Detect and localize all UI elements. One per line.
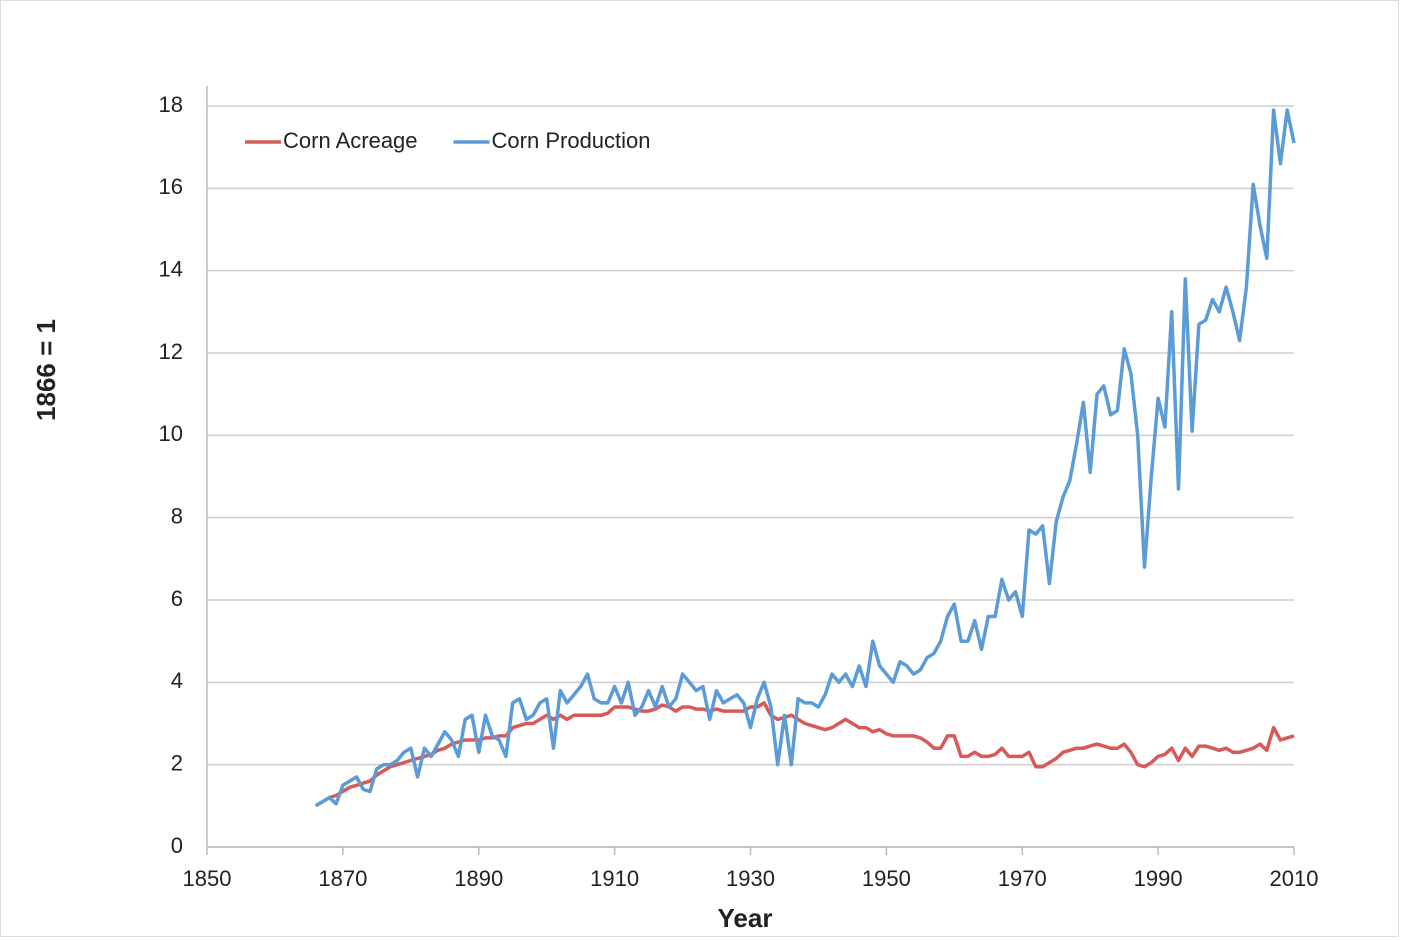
y-tick-label: 4 xyxy=(171,668,183,693)
series-line xyxy=(314,108,1296,808)
y-tick-label: 16 xyxy=(159,174,183,199)
x-tick-label: 1890 xyxy=(454,866,503,891)
legend-label: Corn Acreage xyxy=(283,128,418,153)
x-tick-label: 1950 xyxy=(862,866,911,891)
y-axis-label: 1866 = 1 xyxy=(31,319,61,421)
x-tick-label: 1910 xyxy=(590,866,639,891)
x-tick-label: 2010 xyxy=(1270,866,1319,891)
x-tick-label: 1990 xyxy=(1134,866,1183,891)
y-tick-label: 12 xyxy=(159,339,183,364)
x-tick-label: 1930 xyxy=(726,866,775,891)
series-line xyxy=(314,701,1295,808)
y-tick-label: 18 xyxy=(159,92,183,117)
x-tick-label: 1850 xyxy=(183,866,232,891)
y-tick-label: 14 xyxy=(159,256,183,281)
y-tick-label: 8 xyxy=(171,503,183,528)
x-tick-label: 1970 xyxy=(998,866,1047,891)
y-tick-label: 2 xyxy=(171,750,183,775)
y-tick-label: 0 xyxy=(171,833,183,858)
x-tick-label: 1870 xyxy=(318,866,367,891)
x-axis-label: Year xyxy=(718,903,773,933)
y-tick-label: 6 xyxy=(171,586,183,611)
y-tick-label: 10 xyxy=(159,421,183,446)
legend-label: Corn Production xyxy=(492,128,651,153)
